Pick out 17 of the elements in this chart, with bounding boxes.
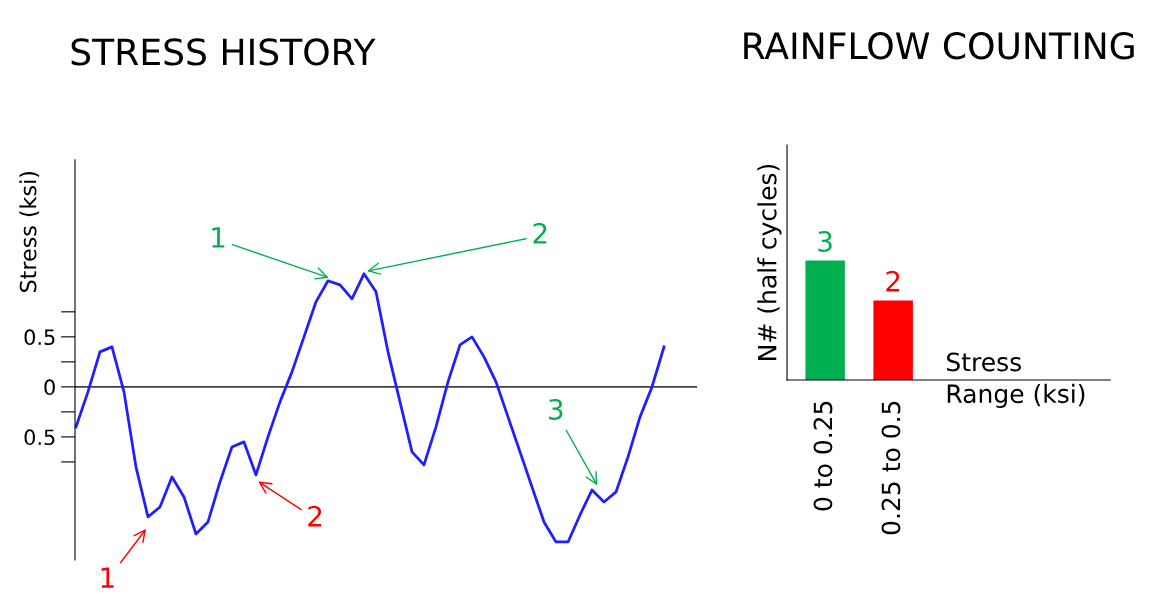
y-tick-label: 0.5 [24, 329, 55, 346]
y-axis-title: Stress (ksi) [19, 172, 40, 292]
data-label: 3 [818, 230, 832, 252]
text: 1 [101, 567, 114, 588]
x-tick-label: 0 to 0.25 [813, 401, 833, 511]
y-tick-label: 0 [44, 379, 55, 396]
annotation: 1 [212, 227, 225, 248]
y-axis-title: N# (half cycles) [757, 164, 782, 360]
y-tick-label: 0.5 [24, 429, 55, 446]
chart-title: STRESS HISTORY [71, 38, 376, 66]
data-label: 2 [886, 270, 900, 292]
annotation: 2 [308, 505, 322, 527]
x-axis-title: Stress Range (ksi) [947, 352, 1085, 409]
annotation: 3 [549, 398, 563, 420]
annotation: 2 [533, 222, 547, 244]
x-tick-label: 0.25 to 0.5 [881, 401, 901, 535]
chart-title: RAINFLOW COUNTING [744, 32, 1134, 60]
